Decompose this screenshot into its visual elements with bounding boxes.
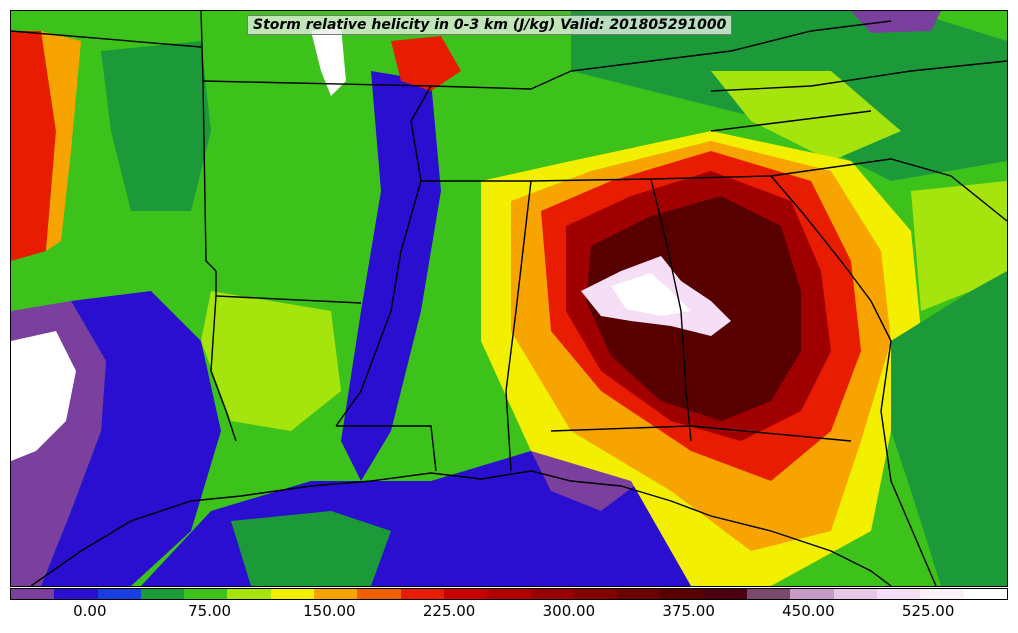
colorbar-tick-label: 150.00	[303, 602, 356, 620]
colorbar-segment	[357, 589, 401, 599]
colorbar-segment	[97, 589, 141, 599]
colorbar-segment	[140, 589, 185, 599]
colorbar-segment	[54, 589, 98, 599]
colorbar-tick-label: 225.00	[422, 602, 476, 620]
colorbar-tick-label: 75.00	[188, 602, 232, 620]
state-boundaries	[11, 11, 1007, 586]
colorbar-segment	[400, 589, 444, 599]
colorbar-segment	[227, 589, 271, 599]
colorbar-tick-label: 450.00	[782, 602, 835, 620]
boundary-line	[335, 85, 432, 427]
boundary-line	[710, 110, 872, 132]
boundary-line	[530, 20, 892, 90]
colorbar-segment	[487, 589, 531, 599]
field-ne-yellow	[711, 71, 901, 161]
field-gulf-green	[231, 511, 391, 586]
colorbar	[10, 588, 1008, 600]
colorbar-segment	[920, 589, 964, 599]
colorbar-segment	[443, 589, 488, 599]
boundary-line	[336, 425, 437, 472]
colorbar-tick-label: 525.00	[901, 602, 955, 620]
field-north-blue	[101, 41, 211, 211]
field-atlantic-yellowgreen	[911, 181, 1007, 311]
colorbar-segment	[747, 589, 791, 599]
colorbar-segment	[530, 589, 574, 599]
boundary-line	[11, 30, 202, 48]
boundary-line	[210, 295, 237, 442]
colorbar-segment	[270, 589, 315, 599]
coastline	[30, 470, 892, 586]
colorbar-segment	[314, 589, 358, 599]
colorbar-segment	[573, 589, 618, 599]
colorbar-tick-label: 0.00	[73, 602, 107, 620]
boundary-line	[770, 175, 892, 342]
map-title: Storm relative helicity in 0-3 km (J/kg)…	[247, 15, 733, 35]
boundary-line	[710, 60, 1007, 92]
colorbar-segment	[833, 589, 877, 599]
map-panel	[10, 10, 1008, 587]
colorbar-segment	[660, 589, 704, 599]
boundary-line	[200, 11, 217, 272]
colorbar-segment	[617, 589, 661, 599]
colorbar-tick-label: 300.00	[542, 602, 596, 620]
field-west-red-band	[11, 31, 56, 261]
colorbar-segment	[703, 589, 748, 599]
colorbar-tick-label: 375.00	[662, 602, 715, 620]
field-west-orange	[41, 31, 81, 251]
field-west-blue	[41, 291, 221, 586]
colorbar-segment	[11, 589, 55, 599]
colorbar-labels: 0.00 75.00 150.00 225.00 300.00 375.00 450.00 5…	[10, 602, 1008, 626]
field-florida-green	[891, 271, 1007, 586]
boundary-line	[880, 340, 937, 586]
colorbar-segment	[963, 589, 1007, 599]
field-west-white	[11, 331, 76, 461]
colorbar-segment	[876, 589, 921, 599]
boundary-line	[505, 180, 532, 472]
colorbar-segment	[184, 589, 228, 599]
boundary-line	[550, 425, 852, 442]
colorbar-segment	[790, 589, 834, 599]
boundary-line	[650, 178, 692, 442]
field-top-red	[391, 36, 461, 91]
field-top-white	[311, 26, 346, 96]
field-texas-yellowgreen	[201, 291, 341, 431]
field-se-white	[611, 273, 691, 316]
field-ne-purple	[851, 11, 941, 33]
helicity-map	[11, 11, 1007, 586]
